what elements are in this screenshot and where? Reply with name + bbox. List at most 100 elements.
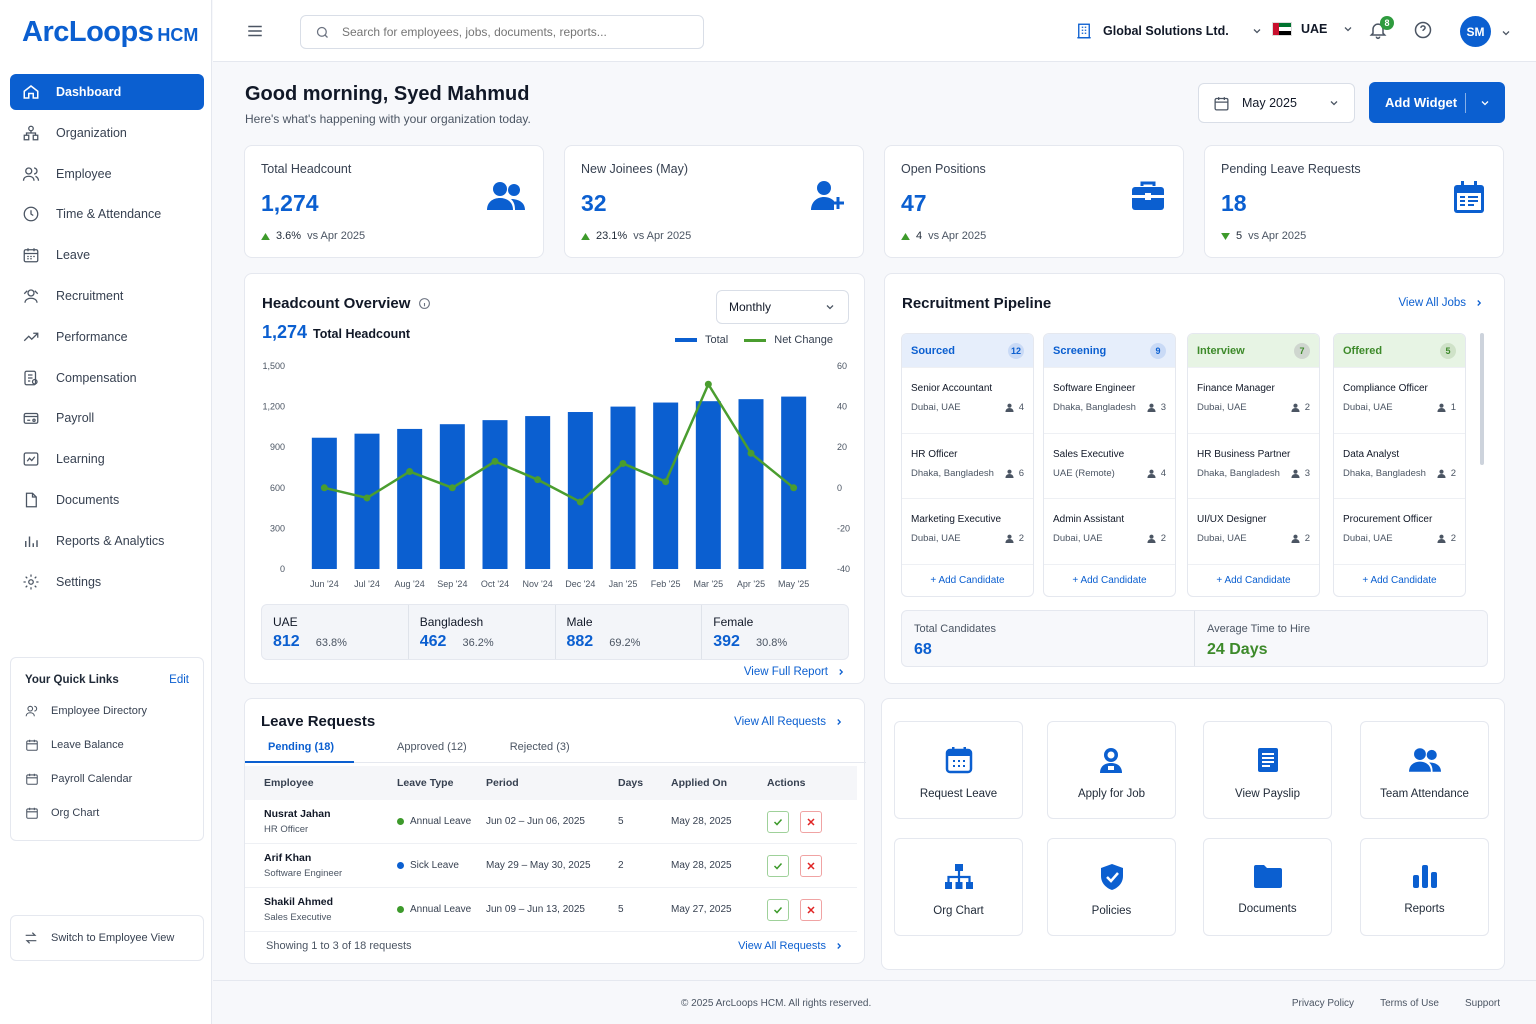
kpi-title: New Joinees (May): [581, 162, 688, 176]
period-selector[interactable]: May 2025: [1198, 83, 1355, 123]
footer-link-terms[interactable]: Terms of Use: [1380, 998, 1439, 1009]
quick-link-label: Org Chart: [51, 807, 100, 819]
chart-period-select[interactable]: Monthly: [716, 290, 849, 324]
job-card[interactable]: Data Analyst Dhaka, Bangladesh 2: [1334, 432, 1465, 499]
job-card[interactable]: Senior Accountant Dubai, UAE 4: [902, 367, 1033, 433]
chevron-down-icon[interactable]: [1479, 97, 1491, 109]
tab-approved[interactable]: Approved (12): [397, 741, 467, 753]
view-all-jobs-link[interactable]: View All Jobs: [1398, 297, 1484, 309]
check-icon: [773, 818, 783, 826]
quick-action-label: View Payslip: [1235, 788, 1300, 800]
candidate-count: 1: [1437, 402, 1456, 413]
help-button[interactable]: [1413, 20, 1433, 40]
job-card[interactable]: Procurement Officer Dubai, UAE 2: [1334, 498, 1465, 564]
quick-link-employee-directory[interactable]: Employee Directory: [11, 694, 203, 728]
employee-name[interactable]: Shakil Ahmed: [264, 896, 334, 908]
tab-rejected[interactable]: Rejected (3): [509, 741, 570, 753]
global-search[interactable]: [300, 15, 704, 49]
search-icon: [316, 26, 328, 38]
view-all-requests-link[interactable]: View All Requests: [734, 716, 844, 728]
job-card[interactable]: Software Engineer Dhaka, Bangladesh 3: [1044, 367, 1175, 433]
sidebar-item-dashboard[interactable]: Dashboard: [10, 74, 204, 110]
sidebar-item-time-attendance[interactable]: Time & Attendance: [10, 196, 204, 232]
add-widget-button[interactable]: Add Widget: [1369, 82, 1505, 123]
sidebar-item-learning[interactable]: Learning: [10, 441, 204, 477]
reject-button[interactable]: [800, 810, 822, 833]
footer-link-privacy[interactable]: Privacy Policy: [1291, 998, 1355, 1009]
approve-button[interactable]: [767, 898, 789, 921]
job-card[interactable]: HR Business Partner Dhaka, Bangladesh 3: [1188, 432, 1319, 499]
view-all-requests-footer-link[interactable]: View All Requests: [738, 940, 844, 952]
quick-action-reports[interactable]: Reports: [1360, 838, 1489, 936]
switch-to-employee-view-button[interactable]: Switch to Employee View: [10, 915, 204, 961]
view-full-report-link[interactable]: View Full Report: [744, 666, 846, 678]
quick-action-apply-for-job[interactable]: Apply for Job: [1047, 721, 1176, 819]
quick-action-org-chart[interactable]: Org Chart: [894, 838, 1023, 936]
info-icon[interactable]: [418, 297, 431, 310]
reject-button[interactable]: [800, 898, 822, 921]
sidebar-item-reports[interactable]: Reports & Analytics: [10, 523, 204, 559]
user-avatar[interactable]: SM: [1460, 16, 1491, 47]
kpi-open-positions[interactable]: Open Positions 47 4 vs Apr 2025: [884, 145, 1184, 258]
search-input[interactable]: [342, 25, 682, 39]
sidebar-item-compensation[interactable]: Compensation: [10, 360, 204, 396]
menu-toggle-button[interactable]: [246, 22, 264, 40]
sidebar-item-settings[interactable]: Settings: [10, 564, 204, 600]
kpi-title: Total Headcount: [261, 162, 352, 176]
add-candidate-button[interactable]: + Add Candidate: [1044, 563, 1175, 597]
sidebar-item-payroll[interactable]: Payroll: [10, 400, 204, 436]
approve-button[interactable]: [767, 854, 789, 877]
sidebar-item-employee[interactable]: Employee: [10, 156, 204, 192]
right-axis-tick: 20: [837, 442, 847, 452]
sidebar-item-leave[interactable]: Leave: [10, 237, 204, 273]
switch-view-label: Switch to Employee View: [51, 932, 175, 944]
employee-role: HR Officer: [264, 824, 309, 835]
kpi-new-joinees[interactable]: New Joinees (May) 32 23.1% vs Apr 2025: [564, 145, 864, 258]
sidebar-item-performance[interactable]: Performance: [10, 319, 204, 355]
kpi-total-headcount[interactable]: Total Headcount 1,274 3.6% vs Apr 2025: [244, 145, 544, 258]
kpi-pending-leave[interactable]: Pending Leave Requests 18 5 vs Apr 2025: [1204, 145, 1504, 258]
country-selector[interactable]: UAE: [1272, 22, 1354, 36]
compensation-icon: [24, 370, 38, 385]
quick-action-view-payslip[interactable]: View Payslip: [1203, 721, 1332, 819]
company-selector[interactable]: Global Solutions Ltd.: [1075, 22, 1263, 40]
x-axis-tick: Jan '25: [609, 579, 638, 589]
approve-button[interactable]: [767, 810, 789, 833]
sidebar-item-label: Leave: [56, 248, 91, 263]
job-card[interactable]: UI/UX Designer Dubai, UAE 2: [1188, 498, 1319, 564]
quick-action-documents[interactable]: Documents: [1203, 838, 1332, 936]
leave-period: May 29 – May 30, 2025: [486, 860, 591, 871]
quick-action-policies[interactable]: Policies: [1047, 838, 1176, 936]
bar-chart-icon: [25, 536, 38, 547]
add-candidate-button[interactable]: + Add Candidate: [902, 563, 1033, 597]
leave-type-label: Sick Leave: [410, 860, 459, 871]
quick-action-request-leave[interactable]: Request Leave: [894, 721, 1023, 819]
quick-links-edit-link[interactable]: Edit: [169, 674, 189, 686]
job-card[interactable]: Sales Executive UAE (Remote) 4: [1044, 432, 1175, 499]
job-card[interactable]: Finance Manager Dubai, UAE 2: [1188, 367, 1319, 433]
add-candidate-button[interactable]: + Add Candidate: [1334, 563, 1465, 597]
sidebar-item-documents[interactable]: Documents: [10, 482, 204, 518]
job-card[interactable]: Admin Assistant Dubai, UAE 2: [1044, 498, 1175, 564]
quick-link-leave-balance[interactable]: Leave Balance: [11, 728, 203, 762]
job-card[interactable]: HR Officer Dhaka, Bangladesh 6: [902, 432, 1033, 499]
quick-link-payroll-calendar[interactable]: Payroll Calendar: [11, 762, 203, 796]
add-candidate-button[interactable]: + Add Candidate: [1188, 563, 1319, 597]
quick-action-team-attendance[interactable]: Team Attendance: [1360, 721, 1489, 819]
brand-logo[interactable]: ArcLoops HCM: [22, 16, 198, 49]
summary-label: Total Candidates: [914, 623, 996, 635]
sidebar-item-organization[interactable]: Organization: [10, 115, 204, 151]
sidebar-item-recruitment[interactable]: Recruitment: [10, 278, 204, 314]
employee-name[interactable]: Arif Khan: [264, 852, 312, 864]
tab-pending[interactable]: Pending (18): [245, 737, 355, 763]
pipeline-scrollbar[interactable]: [1480, 333, 1484, 465]
quick-actions-card: Request Leave Apply for Job View Payslip…: [881, 698, 1505, 970]
footer-link-support[interactable]: Support: [1464, 998, 1500, 1009]
job-card[interactable]: Marketing Executive Dubai, UAE 2: [902, 498, 1033, 564]
chevron-down-icon[interactable]: [1500, 27, 1512, 39]
reject-button[interactable]: [800, 854, 822, 877]
candidate-count: 4: [1005, 402, 1024, 413]
job-card[interactable]: Compliance Officer Dubai, UAE 1: [1334, 367, 1465, 433]
employee-name[interactable]: Nusrat Jahan: [264, 808, 331, 820]
quick-link-org-chart[interactable]: Org Chart: [11, 796, 203, 830]
